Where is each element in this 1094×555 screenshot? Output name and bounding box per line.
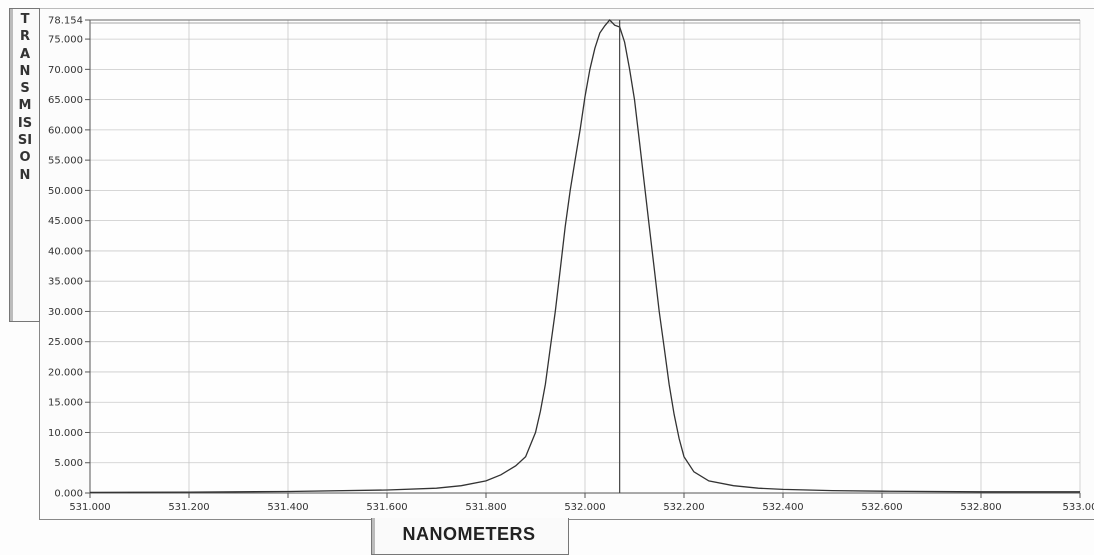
x-tick-label: 532.000: [564, 502, 605, 513]
y-tick-label: 20.000: [48, 367, 83, 378]
y-tick-label: 15.000: [48, 398, 83, 409]
x-tick-label: 531.000: [69, 502, 110, 513]
x-tick-label: 532.600: [861, 502, 902, 513]
y-tick-label: 70.000: [48, 65, 83, 76]
y-tick-label: 40.000: [48, 246, 83, 257]
x-tick-label: 531.200: [168, 502, 209, 513]
x-tick-label: 531.600: [366, 502, 407, 513]
y-tick-label: 35.000: [48, 277, 83, 288]
y-tick-label: 25.000: [48, 337, 83, 348]
x-tick-label: 531.800: [465, 502, 506, 513]
y-tick-label: 75.000: [48, 35, 83, 46]
y-tick-label: 5.000: [54, 458, 83, 469]
x-tick-label: 533.00: [1063, 502, 1094, 513]
y-tick-label: 10.000: [48, 428, 83, 439]
y-tick-label: 0.000: [54, 489, 83, 500]
y-tick-label: 30.000: [48, 307, 83, 318]
y-tick-label: 60.000: [48, 125, 83, 136]
y-tick-label: 45.000: [48, 216, 83, 227]
y-tick-label: 78.154: [48, 16, 83, 27]
x-tick-label: 532.200: [663, 502, 704, 513]
y-tick-label: 50.000: [48, 186, 83, 197]
x-tick-label: 531.400: [267, 502, 308, 513]
x-tick-label: 532.400: [762, 502, 803, 513]
y-tick-label: 65.000: [48, 95, 83, 106]
x-tick-label: 532.800: [960, 502, 1001, 513]
y-tick-label: 55.000: [48, 156, 83, 167]
